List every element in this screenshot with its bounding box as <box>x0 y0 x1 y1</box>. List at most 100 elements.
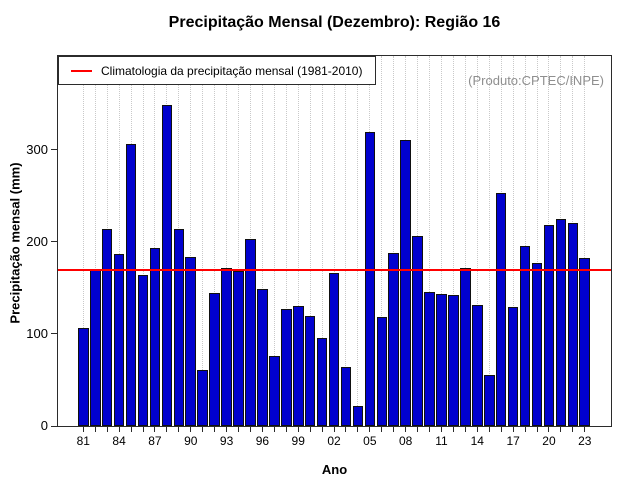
bar-2021 <box>555 219 567 426</box>
x-tick <box>357 427 359 432</box>
x-tick-label: 84 <box>112 434 126 448</box>
legend: Climatologia da precipitação mensal (198… <box>58 56 376 85</box>
chart-title: Precipitação Mensal (Dezembro): Região 1… <box>168 14 501 31</box>
grid-line <box>524 56 526 426</box>
bar-2011 <box>436 294 447 426</box>
x-tick <box>345 427 347 432</box>
y-tick <box>51 333 58 335</box>
x-tick-label: 99 <box>291 434 305 448</box>
x-tick <box>285 427 287 432</box>
grid-line <box>381 56 383 426</box>
x-tick-label: 11 <box>435 434 448 448</box>
grid-line <box>393 56 395 426</box>
x-tick <box>106 427 108 432</box>
bar-1986 <box>137 275 149 426</box>
x-tick-label: 90 <box>184 434 198 448</box>
x-tick <box>548 427 550 432</box>
bar-2018 <box>519 246 531 426</box>
bar-2010 <box>424 292 435 426</box>
grid-line <box>452 56 454 426</box>
bar-1988 <box>161 105 173 426</box>
bar-2020 <box>543 225 555 426</box>
x-tick <box>441 427 442 432</box>
x-tick-label: 87 <box>148 434 162 448</box>
bar-1992 <box>209 293 220 426</box>
bar-1998 <box>280 309 292 426</box>
x-tick-label: 93 <box>219 434 234 448</box>
grid-line <box>441 56 442 426</box>
x-tick <box>94 427 96 432</box>
y-tick-label: 100 <box>26 325 48 341</box>
bar-2022 <box>567 223 579 426</box>
bar-1981 <box>78 328 89 426</box>
bar-2015 <box>483 375 495 426</box>
grid-line <box>190 56 192 426</box>
bar-2005 <box>364 132 376 426</box>
bar-1989 <box>173 229 185 426</box>
climatology-line <box>58 268 611 271</box>
bar-1990 <box>185 257 197 426</box>
grid-line <box>512 56 514 426</box>
x-tick <box>130 427 132 432</box>
x-tick <box>309 427 311 432</box>
bar-2017 <box>507 307 519 426</box>
x-axis-title: Ano <box>321 462 348 477</box>
bar-1983 <box>101 229 113 426</box>
grid-line <box>118 56 120 426</box>
bar-2014 <box>472 305 483 426</box>
bar-2012 <box>448 295 459 426</box>
grid-line <box>309 56 311 426</box>
watermark: (Produto:CPTEC/INPE) <box>468 73 604 88</box>
grid-line <box>285 56 287 426</box>
x-tick <box>393 427 395 432</box>
grid-line <box>261 56 263 426</box>
x-tick <box>476 427 478 432</box>
bar-2023 <box>579 258 591 426</box>
x-tick <box>584 427 586 432</box>
bar-2009 <box>412 236 423 426</box>
x-tick <box>154 427 156 432</box>
grid-line <box>536 56 538 426</box>
bar-2004 <box>352 406 364 426</box>
grid-line <box>142 56 144 426</box>
bar-1982 <box>89 270 101 426</box>
x-tick <box>524 427 526 432</box>
bar-1993 <box>221 268 232 426</box>
x-tick <box>297 427 299 432</box>
x-tick <box>572 427 574 432</box>
grid-line <box>429 56 431 426</box>
x-tick <box>82 427 84 432</box>
grid-line <box>476 56 478 426</box>
grid-line <box>82 56 84 426</box>
x-tick <box>381 427 383 432</box>
x-tick <box>512 427 514 432</box>
bar-2003 <box>340 367 352 426</box>
x-tick <box>178 427 180 432</box>
bar-2013 <box>460 268 471 426</box>
x-tick <box>238 427 240 432</box>
bar-1999 <box>292 306 304 426</box>
x-tick <box>417 427 419 432</box>
y-tick <box>51 425 58 427</box>
bar-2008 <box>400 140 411 426</box>
x-tick-label: 96 <box>255 434 270 448</box>
legend-line-swatch <box>71 69 92 72</box>
grid-line <box>584 56 586 426</box>
bar-1991 <box>197 370 208 426</box>
grid-line <box>333 56 335 426</box>
x-tick <box>273 427 275 432</box>
bar-1985 <box>125 144 137 426</box>
grid-line <box>214 56 216 426</box>
x-tick-label: 02 <box>327 434 341 448</box>
y-tick <box>51 241 58 243</box>
x-tick <box>452 427 454 432</box>
bar-1984 <box>113 254 125 426</box>
grid-line <box>464 56 466 426</box>
x-tick <box>488 427 490 432</box>
x-tick <box>202 427 204 432</box>
bar-2016 <box>495 193 507 426</box>
bar-2001 <box>316 338 328 426</box>
bar-2000 <box>304 316 316 426</box>
x-tick-label: 14 <box>470 434 484 448</box>
x-tick <box>560 427 562 432</box>
